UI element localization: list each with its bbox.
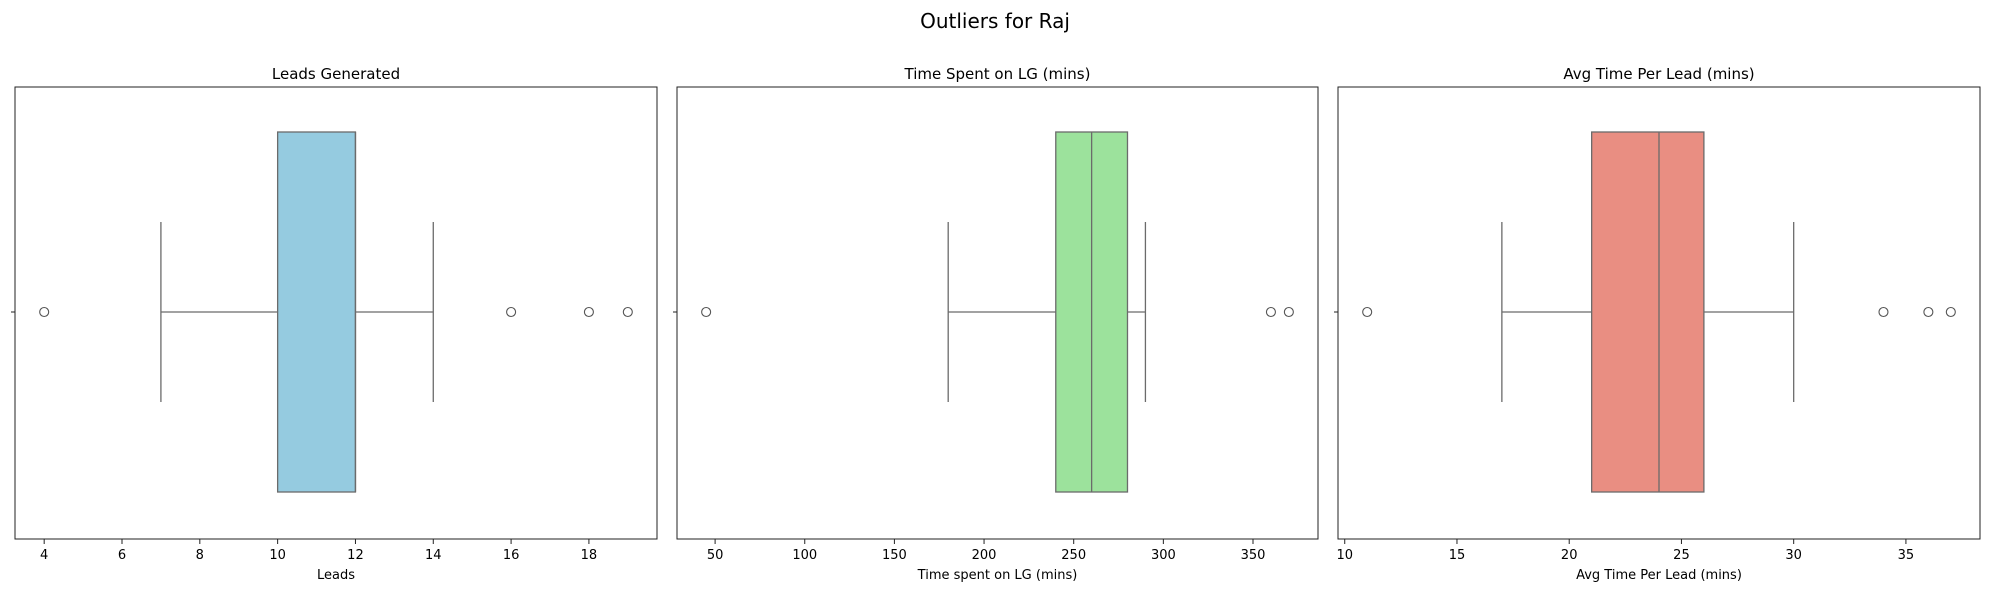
x-tick-label: 30 (1785, 548, 1802, 563)
x-tick-label: 200 (972, 548, 997, 563)
x-tick-label: 35 (1898, 548, 1915, 563)
outlier-point (1923, 306, 1934, 318)
x-tick-label: 18 (581, 548, 598, 563)
outlier-point (1878, 306, 1889, 318)
outlier-point (701, 306, 712, 318)
x-tick-label: 15 (1449, 548, 1466, 563)
x-tick-label: 4 (40, 548, 48, 563)
plot-frame (14, 86, 658, 540)
boxplot-panel-3: Avg Time Per Lead (mins) 10 15 20 25 30 35 Avg … (1334, 65, 1981, 583)
x-tick-label: 300 (1151, 548, 1176, 563)
x-tick-label: 8 (196, 548, 204, 563)
x-axis-label: Time spent on LG (mins) (917, 568, 1078, 583)
iqr-box (1591, 131, 1705, 493)
x-tick-label: 25 (1673, 548, 1690, 563)
outlier-point (506, 306, 517, 318)
outlier-point (1362, 306, 1373, 318)
x-axis-label: Avg Time Per Lead (mins) (1576, 568, 1742, 583)
x-tick-label: 6 (118, 548, 126, 563)
outlier-point (622, 306, 633, 318)
figure-title: Outliers for Raj (920, 9, 1070, 33)
plot-frame (1337, 86, 1981, 540)
x-tick-label: 10 (1336, 548, 1353, 563)
iqr-box (276, 131, 357, 493)
x-tick-label: 100 (792, 548, 817, 563)
x-tick-label: 250 (1061, 548, 1086, 563)
outlier-point (1265, 306, 1276, 318)
x-tick-label: 150 (882, 548, 907, 563)
boxplot-panel-1: Leads Generated 4 6 8 10 12 14 16 18 Leads (11, 65, 658, 583)
x-tick-label: 12 (347, 548, 364, 563)
outlier-point (1945, 306, 1956, 318)
panel-title: Leads Generated (272, 65, 400, 83)
x-tick-label: 50 (707, 548, 724, 563)
panel-title: Avg Time Per Lead (mins) (1563, 65, 1754, 83)
plot-frame (676, 86, 1319, 540)
boxplot-panel-2: Time Spent on LG (mins) 50 100 150 200 250 300… (673, 65, 1319, 583)
outlier-point (1283, 306, 1294, 318)
x-tick-label: 14 (425, 548, 442, 563)
x-tick-label: 16 (503, 548, 520, 563)
outlier-point (39, 306, 50, 318)
x-tick-label: 20 (1561, 548, 1578, 563)
x-axis-label: Leads (317, 568, 355, 583)
x-tick-label: 350 (1241, 548, 1266, 563)
outlier-point (583, 306, 594, 318)
panel-title: Time Spent on LG (mins) (904, 65, 1091, 83)
x-tick-label: 10 (269, 548, 286, 563)
